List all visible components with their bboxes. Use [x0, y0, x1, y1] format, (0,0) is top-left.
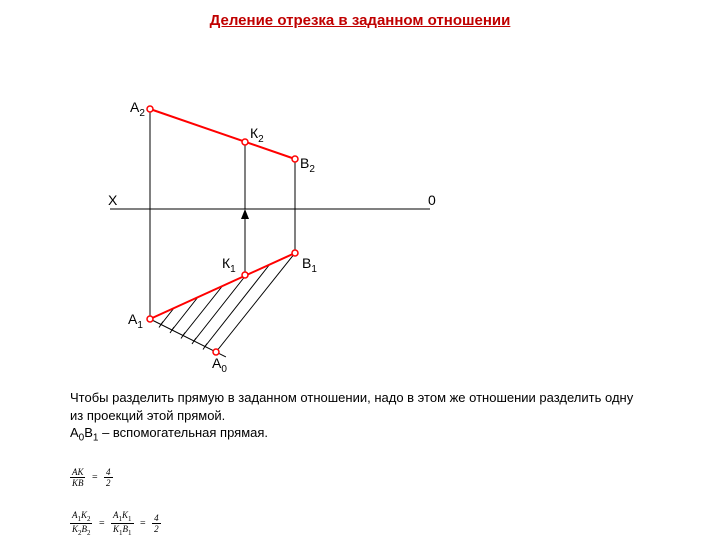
label-A1: А1 [128, 311, 143, 331]
label-K2: К2 [250, 125, 264, 145]
diagram-container: А2 К2 В2 X 0 К1 В1 А1 А0 [0, 29, 720, 389]
label-K1: К1 [222, 255, 236, 275]
label-O: 0 [428, 192, 436, 208]
diagram-svg [0, 29, 720, 389]
label-B2: В2 [300, 155, 315, 175]
label-X: X [108, 192, 117, 208]
explanation-text: Чтобы разделить прямую в заданном отноше… [0, 389, 720, 445]
label-A2: А2 [130, 99, 145, 119]
formula-2: А1К2 К2В2 = А1К1 К1В1 = 42 [0, 506, 720, 541]
formula-1: АККВ = 42 [0, 463, 720, 492]
page-title: Деление отрезка в заданном отношении [0, 0, 720, 29]
label-A0: А0 [212, 355, 227, 375]
label-B1: В1 [302, 255, 317, 275]
